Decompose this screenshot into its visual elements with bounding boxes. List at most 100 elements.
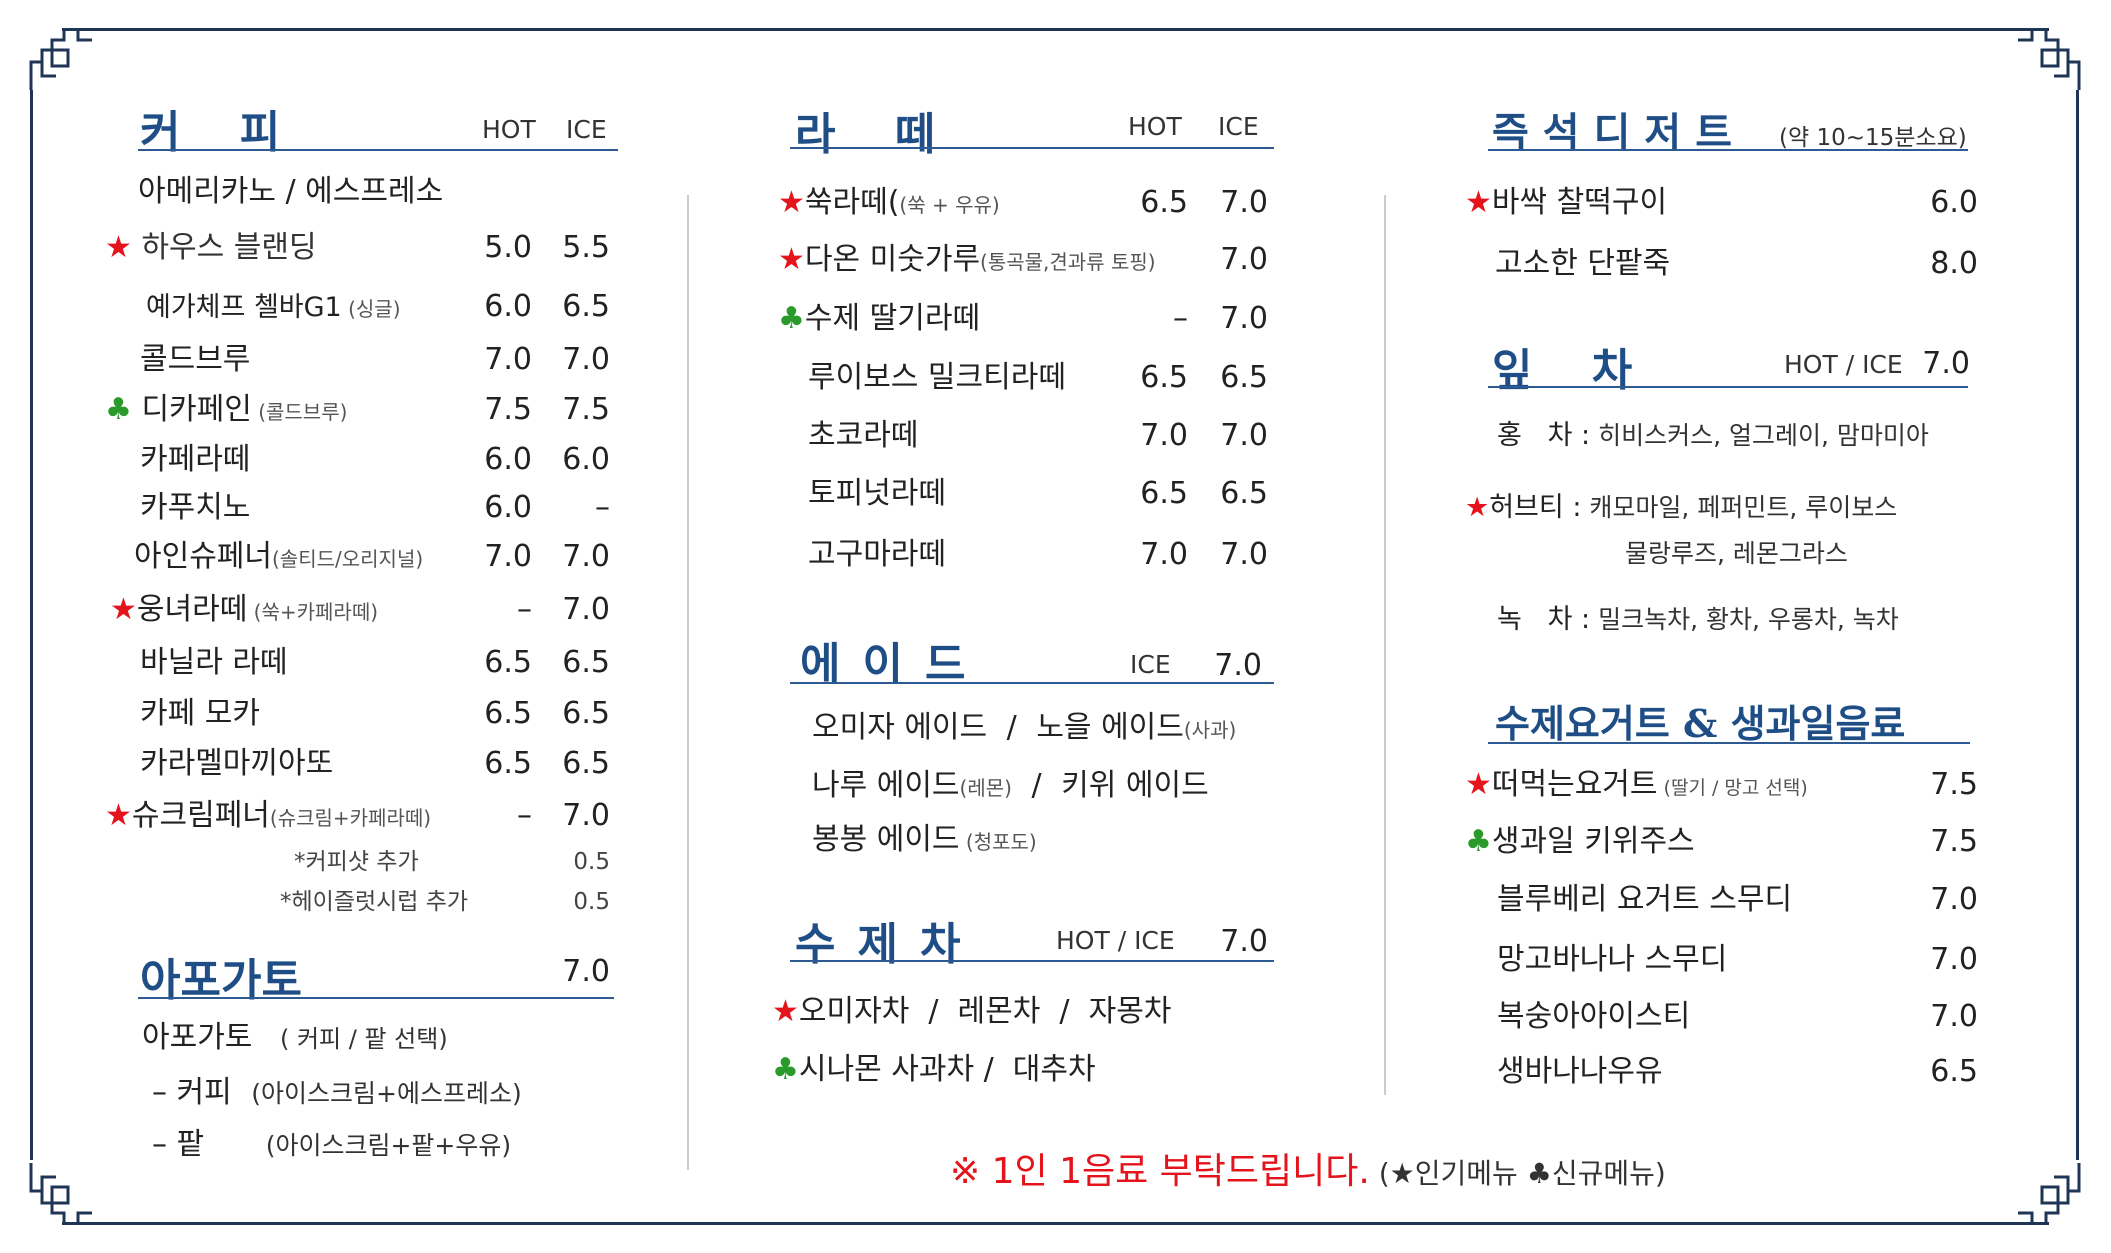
latte-item-name: 초코라떼 [808,418,919,453]
ade-item-name: 오미자 에이드 [812,710,988,745]
club-icon: ♣ [772,1052,799,1087]
coffee-item-name: 콜드브루 [140,342,251,377]
coffee-item: 카페 모카 [140,694,260,734]
latte-item-hot-price: 7.0 [1140,537,1188,572]
coffee-item-name: 카라멜마끼아또 [140,746,334,781]
coffee-item-hot-price: 6.5 [484,746,532,781]
latte-item-hot-price: 6.5 [1140,476,1188,511]
latte-item-hot-price: 7.0 [1140,418,1188,453]
yogurt-item-price: 7.0 [1930,999,1978,1034]
coffee-item: ★슈크림페너(슈크림+카페라떼) [105,796,431,838]
affogato-option-name: – 팥 [152,1127,205,1162]
ade-item-name: 나루 에이드 [812,768,960,803]
leaf-tea-label: 허브티 : [1489,492,1582,523]
affogato-option-desc: (아이스크림+에스프레소) [251,1079,522,1108]
club-icon: ♣ [105,392,132,427]
latte-item-name: 고구마라떼 [808,537,946,572]
latte-section-rule [790,147,1274,149]
ade-line: 오미자 에이드 / 노을 에이드(사과) [812,708,1236,750]
yogurt-item-price: 6.5 [1930,1054,1978,1089]
leaf-tea-desc: 물랑루즈, 레몬그라스 [1625,539,1848,568]
coffee-item: 아메리카노 / 에스프레소 [138,172,443,212]
ade-item-name: 키위 에이드 [1061,768,1209,803]
ade-separator: / [997,710,1027,745]
ade-item-note: (사과) [1183,718,1237,742]
ade-item-name: 노을 에이드 [1036,710,1184,745]
latte-item: ♣수제 딸기라떼 [778,299,980,339]
leaf-tea-desc: 캐모마일, 페퍼민트, 루이보스 [1589,493,1898,522]
latte-item: 토피넛라떼 [808,474,946,514]
latte-item-name: 다온 미숫가루 [804,242,981,277]
yogurt-item: 생바나나우유 [1497,1052,1663,1092]
leaf-tea-desc: 히비스커스, 얼그레이, 맘마미아 [1598,421,1929,450]
ade-item-note: (청포도) [959,830,1037,854]
yogurt-item: 복숭아아이스티 [1497,997,1690,1037]
coffee-item-name: 슈크림페너 [131,798,270,833]
yogurt-item-note: (딸기 / 망고 선택) [1657,777,1808,799]
leaf-tea-desc: 밀크녹차, 황차, 우롱차, 녹차 [1598,605,1899,634]
coffee-item: 아인슈페너(솔티드/오리지널) [134,537,423,579]
ade-line: 봉봉 에이드 (청포도) [812,820,1037,862]
yogurt-item-name: 복숭아아이스티 [1497,999,1691,1034]
frame-top-line [62,28,2049,31]
affogato-price: 7.0 [562,954,610,989]
affogato-option-name: – 커피 [152,1075,232,1110]
ade-ice-header: ICE [1130,650,1171,679]
leaf-tea-hot-ice-header: HOT / ICE [1784,350,1903,379]
affogato-option-redbean: – 팥 (아이스크림+팥+우유) [152,1125,511,1166]
dessert-item-price: 6.0 [1930,185,1978,220]
coffee-item: 카푸치노 [140,488,250,528]
latte-item: ★쑥라떼((쑥 + 우유) [778,183,1000,225]
coffee-item-ice-price: 6.0 [562,442,610,477]
yogurt-item-name: 망고바나나 스무디 [1497,942,1728,977]
handmade-tea-text: 시나몬 사과차 / 대추차 [798,1052,1096,1087]
yogurt-item-price: 7.5 [1930,824,1978,859]
yogurt-section-title: 수제요거트 & 생과일음료 [1495,701,1906,746]
leaf-tea-label: 홍 차 : [1497,420,1591,451]
coffee-item-note: (싱글) [341,297,401,321]
leaf-tea-section-rule [1488,386,1968,388]
coffee-item-ice-price: 5.5 [562,230,610,265]
coffee-item-hot-price: – [517,798,532,833]
notice-text: ※ 1인 1음료 부탁드립니다. [950,1151,1370,1192]
legend-new-label: 신규메뉴) [1551,1157,1666,1190]
coffee-item-ice-price: 6.5 [562,696,610,731]
legend-open: ( [1369,1157,1390,1190]
legend-popular-label: 인기메뉴 [1414,1157,1527,1190]
yogurt-item-name: 떠먹는요거트 [1491,767,1658,802]
ade-item-name: 봉봉 에이드 [812,822,960,857]
latte-item-ice-price: 7.0 [1220,301,1268,336]
coffee-item: 바닐라 라떼 [140,643,288,683]
star-icon: ★ [110,592,137,627]
coffee-item-hot-price: 6.0 [484,289,532,324]
coffee-item-name: 예가체프 첼바G1 [146,292,342,323]
yogurt-item-name: 생과일 키위주스 [1491,824,1695,859]
ade-line: 나루 에이드(레몬) / 키위 에이드 [812,766,1209,808]
coffee-addon-name: *헤이즐럿시럽 추가 [280,889,469,915]
coffee-item: 카라멜마끼아또 [140,744,333,784]
coffee-ice-header: ICE [566,115,607,144]
yogurt-item: 망고바나나 스무디 [1497,940,1727,980]
yogurt-section-rule [1488,742,1970,744]
coffee-addon-name: *커피샷 추가 [294,849,419,875]
coffee-hot-header: HOT [482,115,536,144]
leaf-tea-label: 녹 차 : [1497,604,1591,635]
yogurt-item: 블루베리 요거트 스무디 [1497,880,1792,920]
leaf-tea-row: ★허브티 : 캐모마일, 페퍼민트, 루이보스 [1465,490,1897,526]
handmade-tea-text: 오미자차 / 레몬차 / 자몽차 [798,994,1172,1029]
coffee-item-note: (콜드브루) [251,400,348,424]
coffee-item-name: 디카페인 [131,392,252,427]
latte-item-hot-price: – [1173,301,1188,336]
leaf-tea-row: 홍 차 : 히비스커스, 얼그레이, 맘마미아 [1497,418,1929,454]
coffee-item: ♣ 디카페인 (콜드브루) [105,390,347,432]
ade-price: 7.0 [1214,648,1262,683]
coffee-item-name: 바닐라 라떼 [140,645,288,680]
leaf-tea-row: 물랑루즈, 레몬그라스 [1625,536,1848,572]
corner-ornament-bottom-left [29,1163,92,1224]
star-icon: ★ [1465,492,1490,523]
latte-item-note: (쑥 + 우유) [899,193,1000,217]
coffee-item-hot-price: 6.5 [484,696,532,731]
dessert-section-title: 즉석디저트 [1492,109,1746,156]
coffee-item-ice-price: 6.5 [562,645,610,680]
star-icon: ★ [772,994,799,1029]
